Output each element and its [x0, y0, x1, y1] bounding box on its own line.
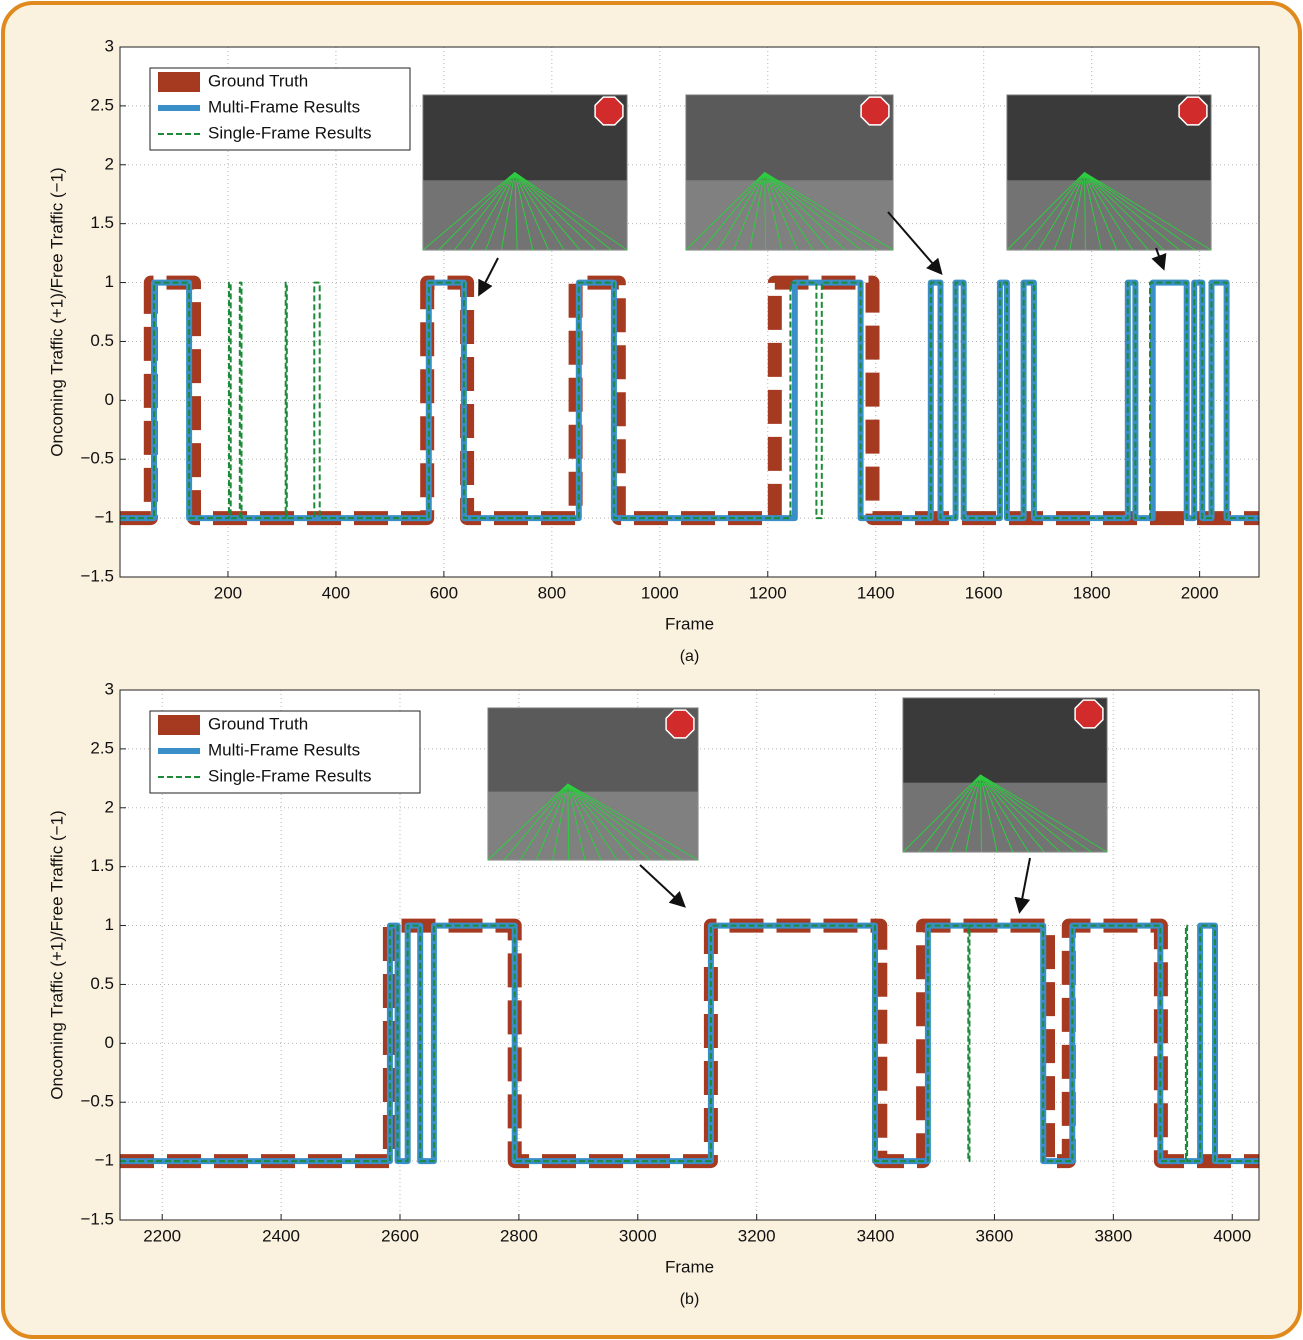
y-tick-label: −1.5: [80, 566, 114, 585]
x-tick-label: 600: [430, 583, 458, 602]
x-tick-label: 4000: [1213, 1226, 1251, 1245]
y-tick-label: 0.5: [90, 331, 114, 350]
x-tick-label: 1400: [857, 583, 895, 602]
y-tick-label: −0.5: [80, 449, 114, 468]
caption: (b): [680, 1291, 700, 1308]
y-axis-label: Oncoming Traffic (+1)/Free Traffic (−1): [47, 810, 66, 1099]
y-tick-label: 1.5: [90, 856, 114, 875]
x-tick-label: 2800: [500, 1226, 538, 1245]
y-axis-label: Oncoming Traffic (+1)/Free Traffic (−1): [47, 167, 66, 456]
x-tick-label: 3000: [619, 1226, 657, 1245]
x-tick-label: 2000: [1181, 583, 1219, 602]
x-tick-label: 2400: [262, 1226, 300, 1245]
y-tick-label: −1: [95, 1151, 114, 1170]
x-tick-label: 3400: [857, 1226, 895, 1245]
y-tick-label: 3: [105, 679, 114, 698]
y-tick-label: 2: [105, 797, 114, 816]
stop-sign: [1179, 97, 1207, 125]
y-tick-label: 1: [105, 272, 114, 291]
stop-sign: [666, 710, 694, 738]
x-axis-label: Frame: [665, 614, 714, 633]
legend-label: Single-Frame Results: [208, 766, 371, 785]
stop-sign: [1075, 700, 1103, 728]
x-tick-label: 200: [214, 583, 242, 602]
y-tick-label: 1.5: [90, 213, 114, 232]
legend-label: Ground Truth: [208, 71, 308, 90]
x-tick-label: 800: [538, 583, 566, 602]
y-tick-label: 0: [105, 1033, 114, 1052]
x-axis-label: Frame: [665, 1257, 714, 1276]
y-tick-label: 2.5: [90, 738, 114, 757]
x-tick-label: 1800: [1073, 583, 1111, 602]
x-tick-label: 400: [322, 583, 350, 602]
x-tick-label: 1000: [641, 583, 679, 602]
stop-sign: [861, 97, 889, 125]
x-tick-label: 3800: [1094, 1226, 1132, 1245]
legend-label: Ground Truth: [208, 714, 308, 733]
y-tick-label: −1.5: [80, 1209, 114, 1228]
y-tick-label: −0.5: [80, 1092, 114, 1111]
y-tick-label: −1: [95, 508, 114, 527]
y-tick-label: 0: [105, 390, 114, 409]
x-tick-label: 3200: [738, 1226, 776, 1245]
x-tick-label: 2600: [381, 1226, 419, 1245]
caption: (a): [680, 648, 700, 665]
x-tick-label: 1200: [749, 583, 787, 602]
y-tick-label: 0.5: [90, 974, 114, 993]
y-tick-label: 2.5: [90, 95, 114, 114]
y-tick-label: 1: [105, 915, 114, 934]
x-tick-label: 1600: [965, 583, 1003, 602]
y-tick-label: 2: [105, 154, 114, 173]
x-tick-label: 3600: [976, 1226, 1014, 1245]
stop-sign: [595, 97, 623, 125]
legend-label: Multi-Frame Results: [208, 97, 360, 116]
y-tick-label: 3: [105, 36, 114, 55]
legend-label: Multi-Frame Results: [208, 740, 360, 759]
legend-label: Single-Frame Results: [208, 123, 371, 142]
figure: −1.5−1−0.500.511.522.5320040060080010001…: [0, 0, 1303, 1340]
x-tick-label: 2200: [143, 1226, 181, 1245]
